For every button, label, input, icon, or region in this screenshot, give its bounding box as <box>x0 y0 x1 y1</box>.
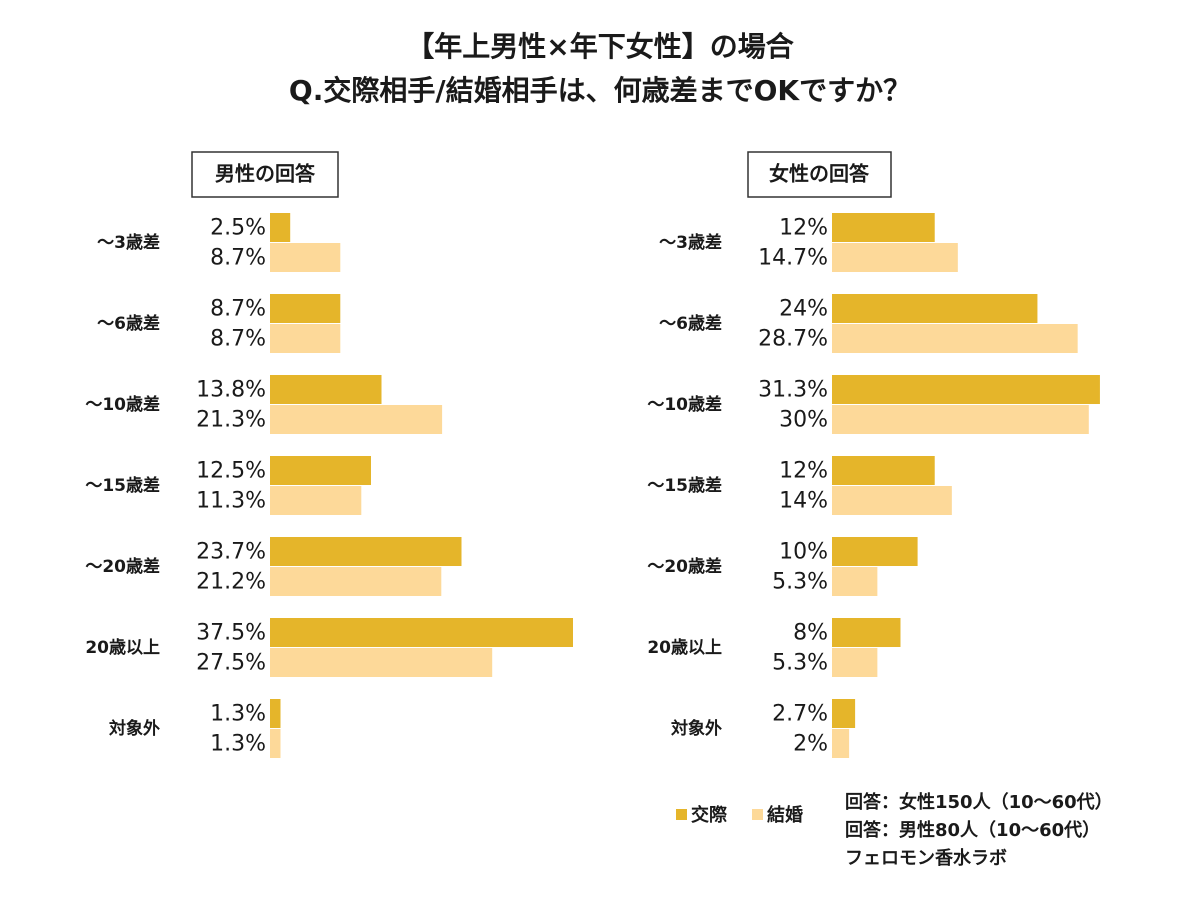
panel-title: 男性の回答 <box>215 162 316 186</box>
value-label: 27.5% <box>196 651 266 676</box>
bar <box>270 375 382 404</box>
legend-label: 交際 <box>691 804 728 826</box>
value-label: 23.7% <box>196 540 266 565</box>
bar <box>832 243 958 272</box>
value-label: 8% <box>793 621 828 646</box>
value-label: 37.5% <box>196 621 266 646</box>
value-label: 2% <box>793 732 828 757</box>
bar <box>832 486 952 515</box>
category-label: 20歳以上 <box>647 637 722 658</box>
bar <box>832 294 1038 323</box>
bar <box>270 567 442 596</box>
legend-swatch <box>676 809 687 820</box>
category-label: 〜3歳差 <box>97 232 160 253</box>
bar <box>270 405 443 434</box>
value-label: 5.3% <box>772 570 828 595</box>
value-label: 12% <box>779 459 828 484</box>
bar <box>270 294 341 323</box>
bar <box>832 375 1100 404</box>
value-label: 8.7% <box>210 297 266 322</box>
bar <box>270 213 291 242</box>
value-label: 8.7% <box>210 246 266 271</box>
category-label: 20歳以上 <box>85 637 160 658</box>
bar <box>832 567 878 596</box>
category-label: 〜15歳差 <box>647 475 722 496</box>
bar <box>832 618 901 647</box>
category-label: 〜10歳差 <box>647 394 722 415</box>
bar <box>832 456 935 485</box>
bar <box>832 324 1078 353</box>
value-label: 1.3% <box>210 702 266 727</box>
bar <box>832 699 856 728</box>
value-label: 31.3% <box>758 378 828 403</box>
value-label: 12% <box>779 216 828 241</box>
bar <box>270 537 462 566</box>
note: 回答：女性150人（10〜60代） <box>845 791 1113 813</box>
value-label: 13.8% <box>196 378 266 403</box>
value-label: 14.7% <box>758 246 828 271</box>
category-label: 対象外 <box>670 718 722 739</box>
note: フェロモン香水ラボ <box>845 847 1007 869</box>
value-label: 30% <box>779 408 828 433</box>
bar <box>270 243 341 272</box>
category-label: 〜20歳差 <box>85 556 160 577</box>
category-label: 〜15歳差 <box>85 475 160 496</box>
panel-title-box <box>747 151 892 198</box>
bar <box>832 648 878 677</box>
note: 回答：男性80人（10〜60代） <box>845 819 1100 841</box>
value-label: 8.7% <box>210 327 266 352</box>
bar <box>832 213 935 242</box>
bar <box>270 456 371 485</box>
panel-title-box <box>191 151 339 198</box>
category-label: 〜6歳差 <box>97 313 160 334</box>
category-label: 〜10歳差 <box>85 394 160 415</box>
value-label: 11.3% <box>196 489 266 514</box>
legend-swatch <box>752 809 763 820</box>
value-label: 2.5% <box>210 216 266 241</box>
value-label: 21.3% <box>196 408 266 433</box>
value-label: 21.2% <box>196 570 266 595</box>
category-label: 〜3歳差 <box>659 232 722 253</box>
value-label: 1.3% <box>210 732 266 757</box>
bar <box>270 324 341 353</box>
chart-title: 【年上男性×年下女性】の場合 <box>406 30 794 63</box>
bar <box>270 618 573 647</box>
bar <box>270 486 362 515</box>
category-label: 対象外 <box>108 718 160 739</box>
bar <box>270 648 493 677</box>
bar <box>832 405 1089 434</box>
bar <box>832 537 918 566</box>
legend-label: 結婚 <box>767 804 803 826</box>
category-label: 〜20歳差 <box>647 556 722 577</box>
value-label: 24% <box>779 297 828 322</box>
bar <box>270 699 281 728</box>
value-label: 12.5% <box>196 459 266 484</box>
panel-title: 女性の回答 <box>769 162 870 186</box>
chart-title: Q.交際相手/結婚相手は、何歳差までOKですか？ <box>289 74 911 107</box>
value-label: 2.7% <box>772 702 828 727</box>
value-label: 28.7% <box>758 327 828 352</box>
bar <box>832 729 850 758</box>
value-label: 5.3% <box>772 651 828 676</box>
bar <box>270 729 281 758</box>
category-label: 〜6歳差 <box>659 313 722 334</box>
value-label: 14% <box>779 489 828 514</box>
value-label: 10% <box>779 540 828 565</box>
